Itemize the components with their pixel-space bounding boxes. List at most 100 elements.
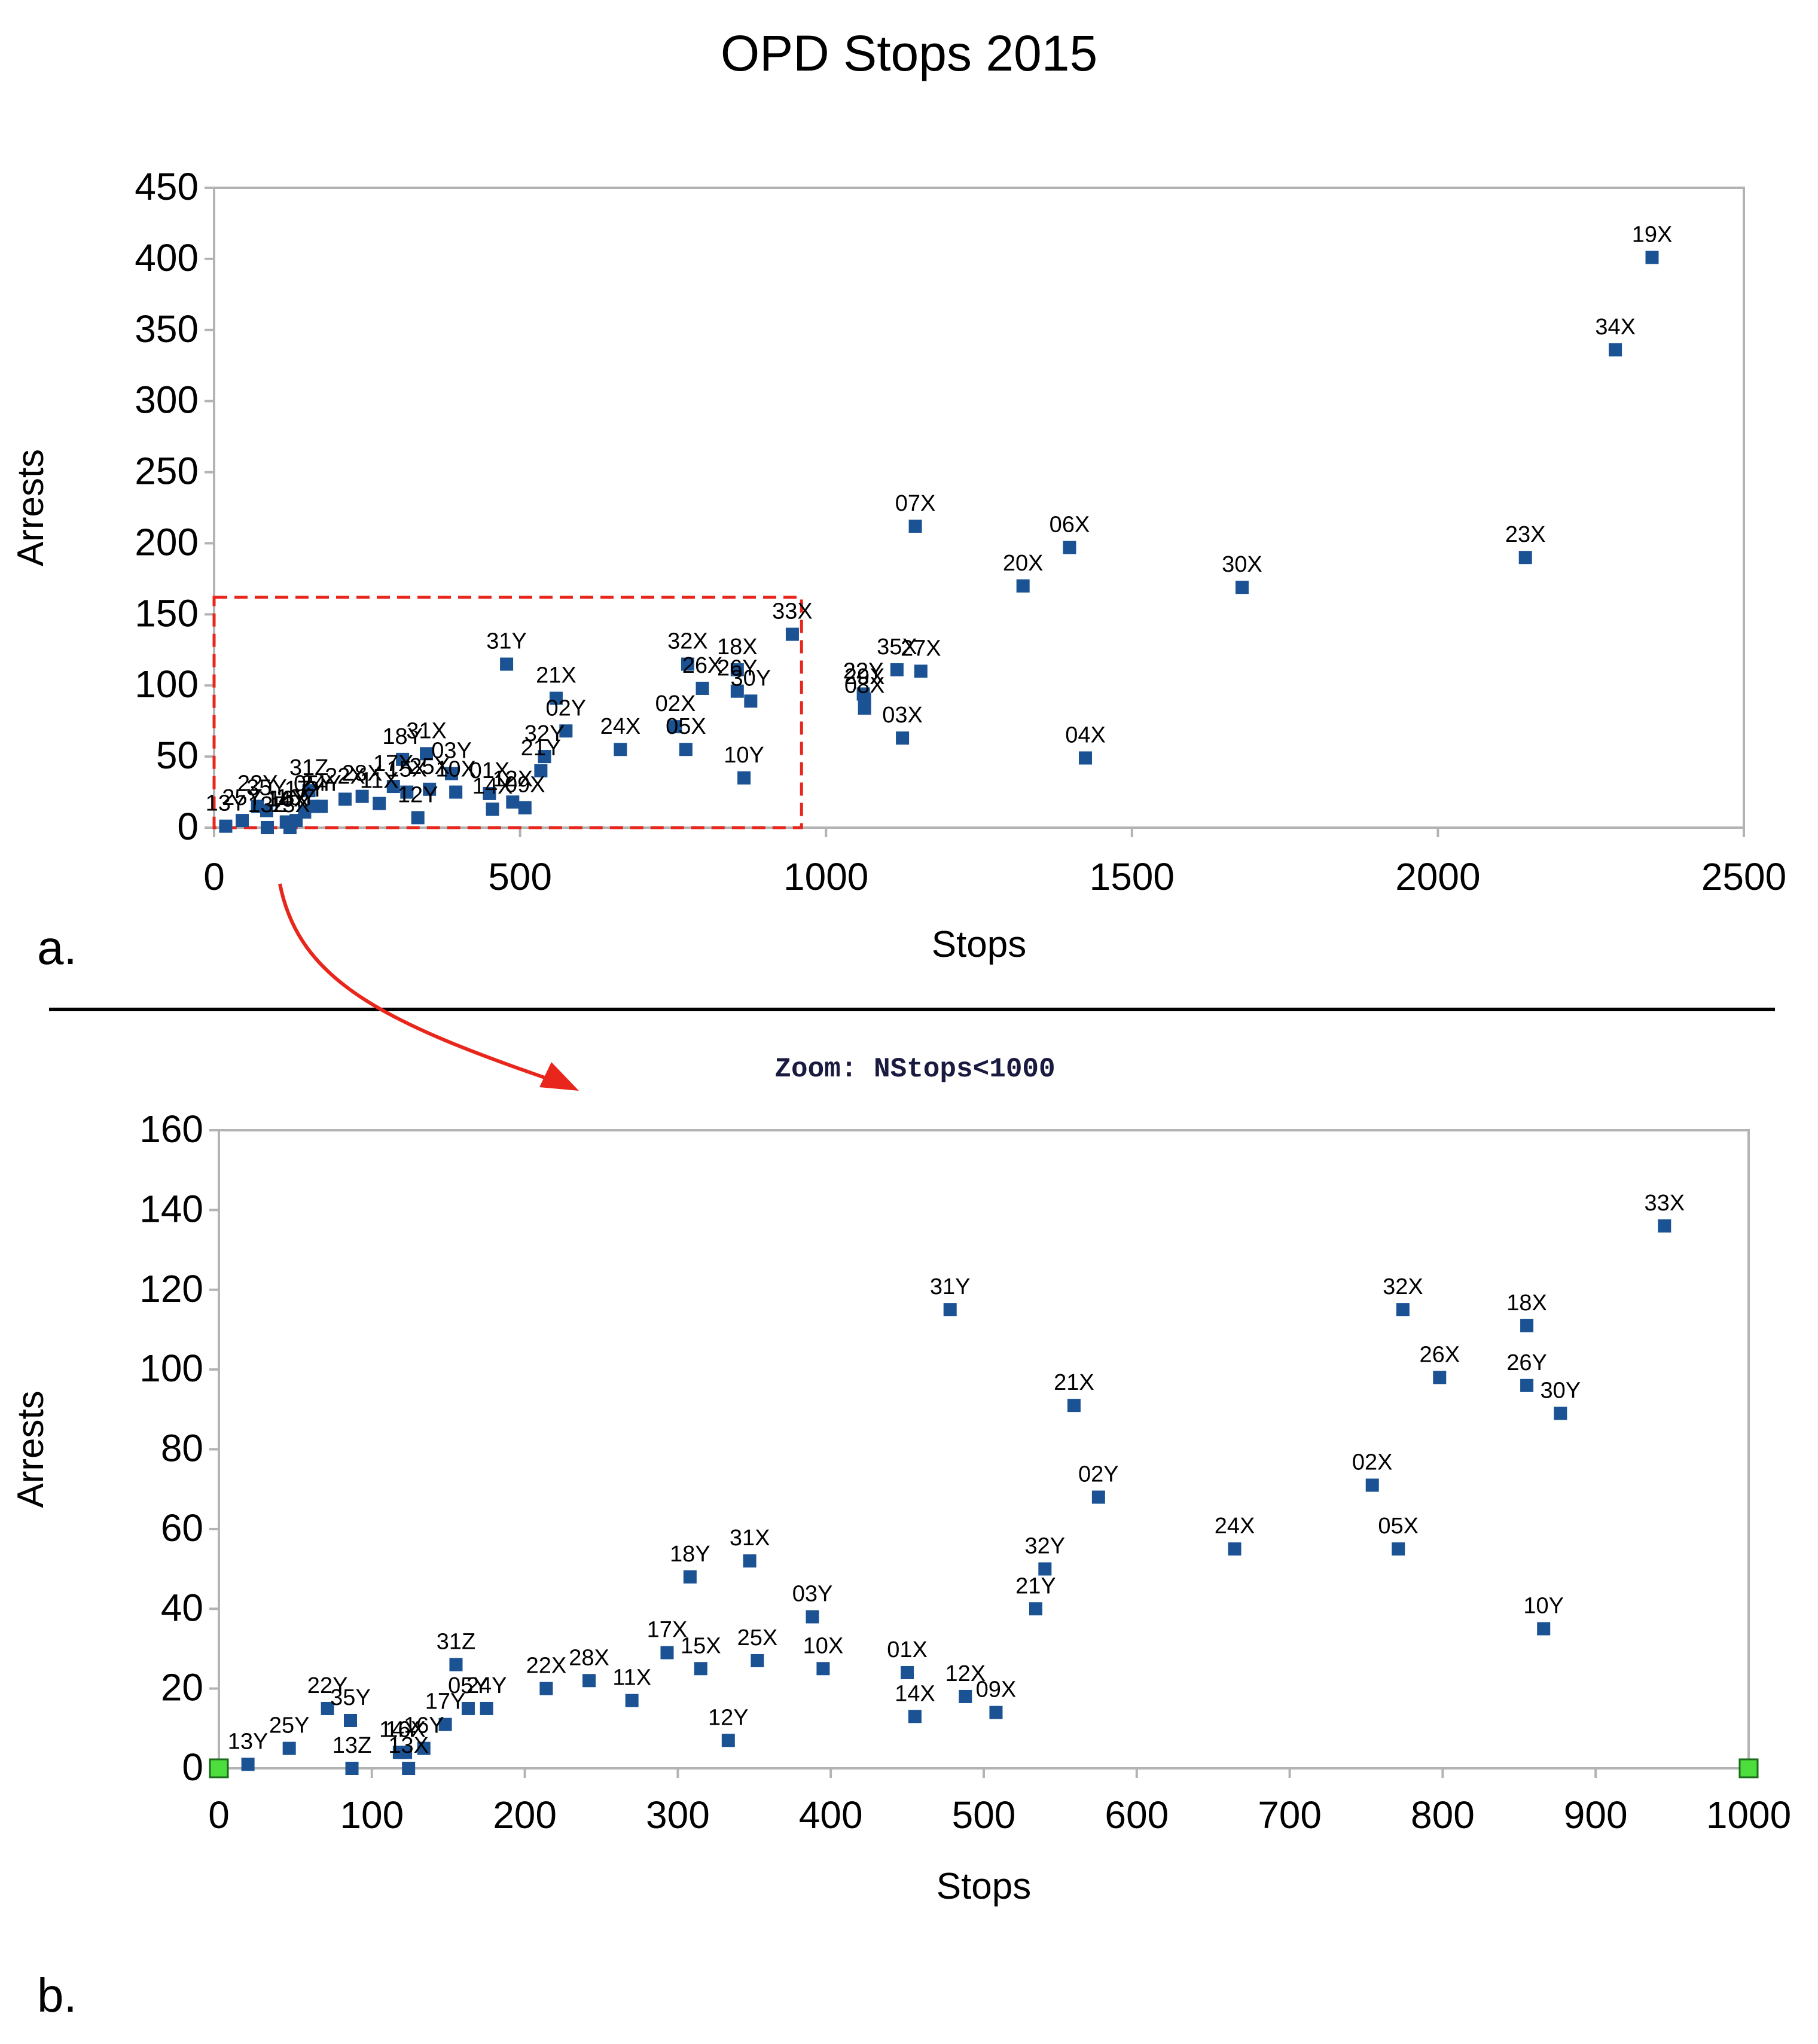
data-point <box>423 782 437 796</box>
data-point-label: 18X <box>717 634 758 660</box>
y-axis-label: Arrests <box>10 1390 51 1508</box>
data-point <box>283 821 297 834</box>
x-tick-label: 2500 <box>1701 855 1786 898</box>
data-point <box>816 1662 830 1676</box>
x-tick-label: 1500 <box>1090 855 1175 898</box>
data-point <box>914 664 928 678</box>
data-point-label: 12Y <box>398 782 438 807</box>
data-point <box>660 1646 674 1659</box>
x-tick-label: 1000 <box>1706 1793 1791 1836</box>
data-point-label: 10X <box>435 757 476 782</box>
data-point <box>614 743 627 756</box>
data-point <box>625 1694 639 1707</box>
data-point <box>669 720 682 734</box>
data-point-label: 25X <box>737 1625 778 1651</box>
data-point-label: 30Y <box>731 666 771 691</box>
data-point-label: 26Y <box>717 656 758 681</box>
data-point-label: 13X <box>270 792 310 817</box>
data-point <box>1067 1399 1081 1413</box>
y-tick-label: 100 <box>135 663 199 706</box>
data-point <box>1392 1542 1405 1556</box>
x-axis-label: Stops <box>937 1866 1032 1907</box>
endpoint-marker <box>1738 1758 1759 1778</box>
data-point-label: 05Y <box>294 771 334 796</box>
data-point <box>681 657 694 671</box>
data-point-label: 16X <box>385 1717 426 1742</box>
panel-b-letter: b. <box>37 1969 77 2022</box>
data-point-label: 14Y <box>379 1717 420 1742</box>
data-point-label: 31Y <box>486 629 527 654</box>
data-point <box>890 663 904 677</box>
data-point <box>1228 1542 1242 1556</box>
data-point-label: 17X <box>373 751 414 776</box>
chart-a: 0 50 100 150 200 250 300 350 400 450 0 500 1000 1500 2… <box>10 165 1786 965</box>
data-point <box>721 1734 735 1747</box>
y-tick-label: 100 <box>139 1347 203 1390</box>
data-point-label: 35X <box>877 634 917 660</box>
data-point <box>241 1758 255 1771</box>
zoom-box <box>212 596 803 829</box>
data-point-label: 14X <box>895 1681 935 1706</box>
data-point <box>1038 1562 1052 1576</box>
data-point-label: 24X <box>600 714 641 739</box>
data-point-label: 02Y <box>546 695 587 721</box>
data-point <box>417 1741 431 1755</box>
x-tick-label: 0 <box>208 1793 230 1836</box>
data-point-label: 22Y <box>843 658 884 684</box>
figure-title: OPD Stops 2015 <box>721 25 1097 81</box>
data-point-label: 34X <box>1595 315 1636 340</box>
x-tick-label: 600 <box>1105 1793 1169 1836</box>
data-point <box>506 795 520 809</box>
data-point <box>901 1665 914 1679</box>
zoom-arrow-head <box>539 1062 579 1091</box>
data-point <box>1554 1407 1567 1420</box>
data-point <box>683 1570 697 1584</box>
data-point <box>1016 579 1030 593</box>
data-point <box>445 767 459 780</box>
data-point <box>260 804 273 817</box>
data-point <box>338 792 352 806</box>
data-point-label: 16X <box>269 786 309 812</box>
data-point-label: 17Y <box>425 1689 466 1714</box>
data-point <box>1518 551 1532 565</box>
zoom-caption: Zoom: NStops<1000 <box>774 1054 1055 1085</box>
y-tick-label: 300 <box>135 379 199 422</box>
data-point-label: 32X <box>667 629 708 654</box>
data-point-label: 04X <box>1065 722 1106 748</box>
data-point <box>959 1689 972 1703</box>
data-point-label: 35Y <box>330 1685 371 1710</box>
data-point <box>321 1701 334 1715</box>
data-point-label: 02X <box>1352 1450 1393 1475</box>
data-point-label: 25Y <box>269 1713 310 1738</box>
data-point-label: 01X <box>887 1637 928 1662</box>
data-point <box>282 1741 296 1755</box>
data-point-label: 32Y <box>1025 1534 1066 1559</box>
x-tick-label: 700 <box>1258 1793 1322 1836</box>
data-point-label: 22Y <box>307 1673 348 1698</box>
data-point-label: 32Y <box>524 721 565 746</box>
data-point-label: 24X <box>1215 1514 1255 1539</box>
data-point <box>1520 1319 1534 1332</box>
data-point-label: 30Y <box>1541 1378 1581 1403</box>
y-tick-label: 150 <box>135 591 199 634</box>
data-point-label: 03X <box>882 703 923 728</box>
x-tick-label: 500 <box>952 1793 1016 1836</box>
data-point <box>743 1554 757 1568</box>
data-point-label: 18Y <box>670 1542 710 1567</box>
data-point <box>355 789 369 803</box>
data-point <box>302 784 316 798</box>
data-point-label: 21X <box>1054 1370 1094 1395</box>
data-point-label: 28X <box>342 761 383 786</box>
data-point-label: 24Y <box>466 1673 507 1698</box>
plot-frame <box>213 187 1745 829</box>
data-point-label: 33X <box>772 599 813 624</box>
data-point <box>744 694 758 708</box>
data-point-label: 05Y <box>448 1673 489 1698</box>
data-point-label: 31Z <box>289 755 328 780</box>
data-point <box>534 764 548 777</box>
data-point <box>694 1662 707 1676</box>
y-tick-label: 120 <box>139 1267 203 1310</box>
data-point-label: 17Y <box>285 777 325 802</box>
data-point-label: 28X <box>569 1645 609 1670</box>
y-tick-label: 140 <box>139 1187 203 1230</box>
